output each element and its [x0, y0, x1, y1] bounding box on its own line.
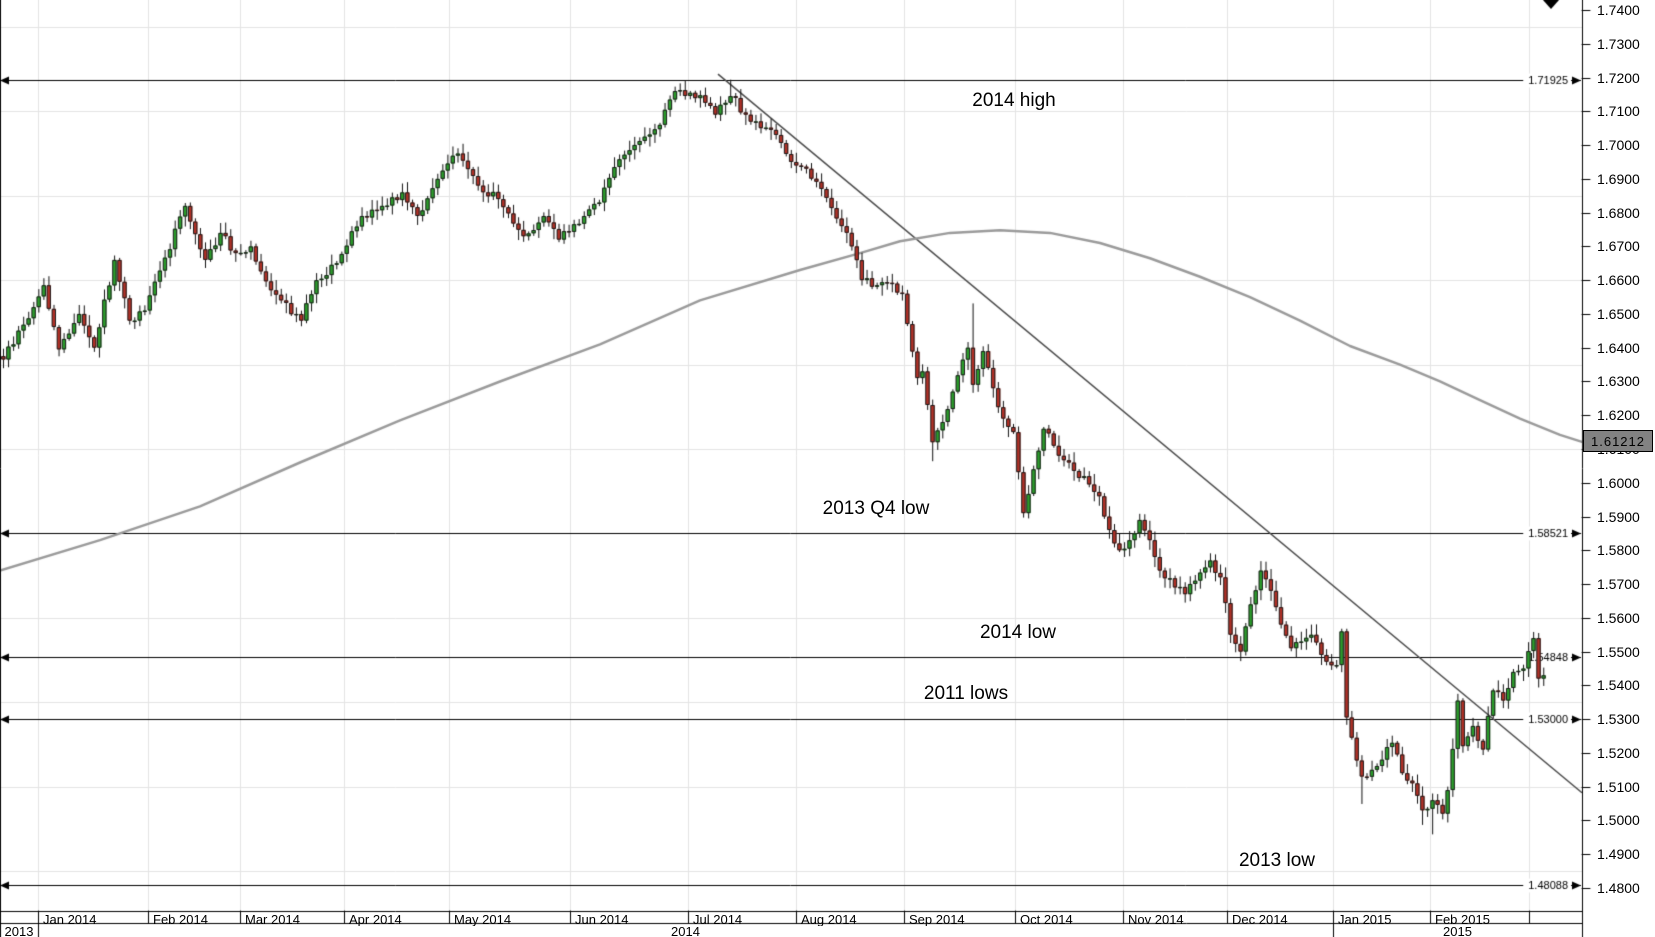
x-axis-year-label: 2013: [4, 924, 34, 937]
y-axis-tick-label: 1.7200: [1597, 70, 1640, 86]
y-axis-tick-label: 1.6200: [1597, 407, 1640, 423]
y-axis-tick-label: 1.5800: [1597, 542, 1640, 558]
x-axis-month-label: Aug 2014: [801, 913, 857, 926]
y-axis-tick-label: 1.6500: [1597, 306, 1640, 322]
x-axis-month-label: Feb 2015: [1435, 913, 1490, 926]
y-axis-tick-label: 1.6400: [1597, 340, 1640, 356]
x-axis-month-label: Oct 2014: [1020, 913, 1073, 926]
y-axis-tick-label: 1.6600: [1597, 272, 1640, 288]
annotation-2011-lows: 2011 lows: [923, 683, 1009, 704]
y-axis-tick-label: 1.5700: [1597, 576, 1640, 592]
y-axis-tick-label: 1.7000: [1597, 137, 1640, 153]
x-axis-month-label: Apr 2014: [349, 913, 402, 926]
y-axis-tick-label: 1.6300: [1597, 373, 1640, 389]
x-axis-month-label: Jan 2015: [1338, 913, 1392, 926]
y-axis-tick-label: 1.5100: [1597, 779, 1640, 795]
y-axis-tick-label: 1.5400: [1597, 677, 1640, 693]
annotation-2013-q4-low: 2013 Q4 low: [822, 498, 930, 519]
y-axis-tick-label: 1.6700: [1597, 238, 1640, 254]
x-axis-month-label: Nov 2014: [1128, 913, 1184, 926]
annotation-2014-high: 2014 high: [972, 90, 1056, 111]
y-axis-tick-label: 1.5900: [1597, 509, 1640, 525]
y-axis-tick-label: 1.7300: [1597, 36, 1640, 52]
y-axis-tick-label: 1.4900: [1597, 846, 1640, 862]
y-axis-tick-label: 1.7400: [1597, 2, 1640, 18]
x-axis-month-label: Jul 2014: [693, 913, 743, 926]
x-axis-month-label: Mar 2014: [245, 913, 300, 926]
last-indicator-value-box: 1.61212: [1583, 430, 1653, 452]
annotation-2013-low: 2013 low: [1238, 850, 1316, 871]
x-axis-month-label: Dec 2014: [1232, 913, 1288, 926]
y-axis-tick-label: 1.4800: [1597, 880, 1640, 896]
y-axis-tick-label: 1.6900: [1597, 171, 1640, 187]
y-axis-tick-label: 1.5500: [1597, 644, 1640, 660]
y-axis-tick-label: 1.5600: [1597, 610, 1640, 626]
x-axis-month-label: Feb 2014: [153, 913, 208, 926]
x-axis-year-label: 2014: [671, 924, 700, 937]
y-axis-tick-label: 1.5300: [1597, 711, 1640, 727]
x-axis-month-label: Jun 2014: [575, 913, 629, 926]
annotation-2014-low: 2014 low: [979, 622, 1057, 643]
x-axis-month-label: Sep 2014: [909, 913, 965, 926]
y-axis-tick-label: 1.5200: [1597, 745, 1640, 761]
y-axis-tick-label: 1.7100: [1597, 103, 1640, 119]
x-axis-year-label: 2015: [1443, 924, 1472, 937]
y-axis-tick-label: 1.6800: [1597, 205, 1640, 221]
x-axis-month-label: May 2014: [454, 913, 512, 926]
y-axis-tick-label: 1.5000: [1597, 812, 1640, 828]
x-axis-month-label: Jan 2014: [43, 913, 97, 926]
y-axis-tick-label: 1.6000: [1597, 475, 1640, 491]
